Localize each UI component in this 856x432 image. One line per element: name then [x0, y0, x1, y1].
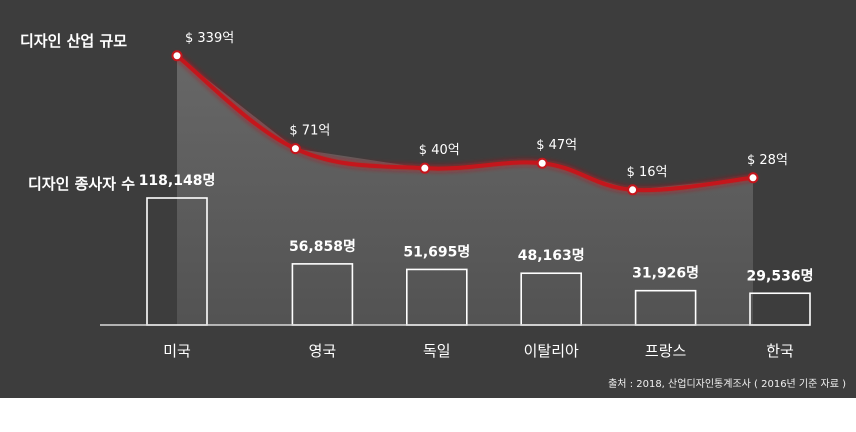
employee-value-label: 56,858명 [289, 238, 356, 255]
employee-value-label: 31,926명 [632, 265, 699, 282]
x-tick-label: 한국 [766, 342, 794, 360]
x-tick-label: 영국 [309, 342, 337, 360]
employee-value-label: 29,536명 [747, 267, 814, 284]
employee-value-label: 118,148명 [139, 172, 216, 189]
x-tick-label: 이탈리아 [524, 342, 579, 360]
industry-size-point [419, 162, 431, 174]
x-tick-label: 프랑스 [645, 342, 687, 360]
line-area-fill [177, 55, 753, 326]
industry-size-point [747, 172, 759, 184]
employee-bar [749, 292, 811, 326]
industry-size-point [289, 143, 301, 155]
source-note: 출처 : 2018, 산업디자인통계조사 ( 2016년 기준 자료 ) [608, 379, 846, 390]
x-tick-label: 독일 [423, 342, 451, 360]
employee-value-label: 48,163명 [518, 247, 585, 264]
x-tick-label: 미국 [163, 342, 191, 360]
industry-size-value-label: $ 16억 [627, 165, 668, 180]
industry-size-point [171, 50, 183, 62]
industry-size-value-label: $ 71억 [289, 124, 330, 139]
industry-size-line [175, 53, 755, 193]
industry-size-point [627, 184, 639, 196]
employee-value-label: 51,695명 [403, 243, 470, 260]
industry-size-value-label: $ 47억 [536, 138, 577, 153]
industry-size-value-label: $ 339억 [185, 31, 234, 46]
industry-size-point [536, 157, 548, 169]
employee-count-label: 디자인 종사자 수 [28, 175, 136, 193]
industry-size-value-label: $ 28억 [747, 153, 788, 168]
industry-size-value-label: $ 40억 [419, 143, 460, 158]
industry-size-label: 디자인 산업 규모 [20, 32, 128, 50]
